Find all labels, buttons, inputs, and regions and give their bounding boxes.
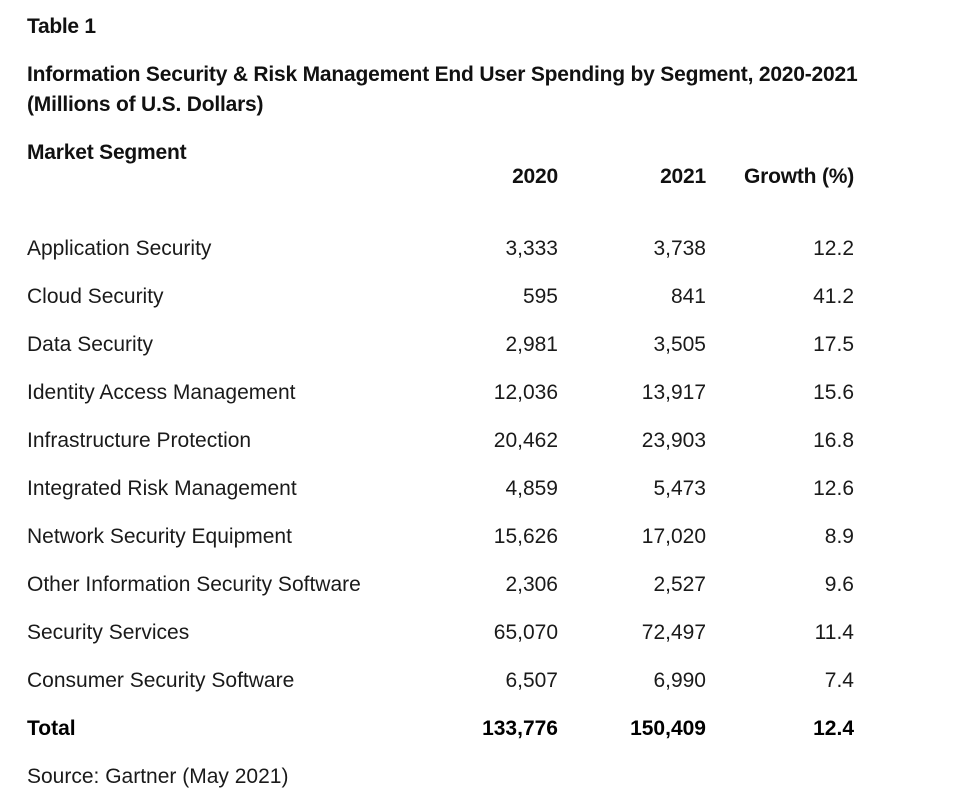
- value-2020: 12,036: [493, 381, 558, 404]
- table-label: Table 1: [27, 15, 96, 38]
- value-2020: 15,626: [493, 525, 558, 548]
- segment-name: Network Security Equipment: [27, 525, 292, 548]
- segment-name: Application Security: [27, 237, 212, 260]
- table-body: Application Security 3,333 3,738 12.2 Cl…: [0, 237, 962, 765]
- total-2020: 133,776: [482, 717, 558, 740]
- value-2020: 3,333: [505, 237, 558, 260]
- value-growth: 8.9: [824, 525, 854, 548]
- value-growth: 12.2: [813, 237, 854, 260]
- table-row: Identity Access Management 12,036 13,917…: [0, 381, 962, 429]
- segment-name: Identity Access Management: [27, 381, 296, 404]
- table-row: Application Security 3,333 3,738 12.2: [0, 237, 962, 285]
- value-growth: 9.6: [824, 573, 854, 596]
- column-header-2020: 2020: [512, 165, 558, 188]
- column-header-growth: Growth (%): [744, 165, 854, 188]
- total-growth: 12.4: [813, 717, 854, 740]
- table-title-line-1: Information Security & Risk Management E…: [27, 63, 858, 86]
- value-2021: 6,990: [653, 669, 706, 692]
- table-row-total: Total 133,776 150,409 12.4: [0, 717, 962, 765]
- column-header-2021: 2021: [660, 165, 706, 188]
- value-2020: 4,859: [505, 477, 558, 500]
- segment-name: Cloud Security: [27, 285, 164, 308]
- value-growth: 12.6: [813, 477, 854, 500]
- value-2020: 20,462: [493, 429, 558, 452]
- value-2020: 65,070: [493, 621, 558, 644]
- table-row: Consumer Security Software 6,507 6,990 7…: [0, 669, 962, 717]
- value-2020: 6,507: [505, 669, 558, 692]
- column-header-market-segment: Market Segment: [27, 141, 187, 164]
- value-growth: 16.8: [813, 429, 854, 452]
- table-row: Data Security 2,981 3,505 17.5: [0, 333, 962, 381]
- value-2021: 72,497: [641, 621, 706, 644]
- segment-name: Infrastructure Protection: [27, 429, 252, 452]
- segment-name: Data Security: [27, 333, 154, 356]
- segment-name: Security Services: [27, 621, 190, 644]
- value-2021: 5,473: [653, 477, 706, 500]
- value-2021: 2,527: [653, 573, 706, 596]
- value-2020: 2,981: [505, 333, 558, 356]
- table-row: Integrated Risk Management 4,859 5,473 1…: [0, 477, 962, 525]
- total-2021: 150,409: [630, 717, 706, 740]
- table-row: Infrastructure Protection 20,462 23,903 …: [0, 429, 962, 477]
- total-label: Total: [27, 717, 76, 740]
- value-growth: 17.5: [813, 333, 854, 356]
- value-2020: 595: [522, 285, 558, 308]
- table-title-line-2: (Millions of U.S. Dollars): [27, 93, 264, 116]
- table-row: Cloud Security 595 841 41.2: [0, 285, 962, 333]
- segment-name: Consumer Security Software: [27, 669, 295, 692]
- value-growth: 41.2: [813, 285, 854, 308]
- value-2021: 17,020: [641, 525, 706, 548]
- value-2021: 23,903: [641, 429, 706, 452]
- segment-name: Other Information Security Software: [27, 573, 361, 596]
- value-2020: 2,306: [505, 573, 558, 596]
- table-row: Other Information Security Software 2,30…: [0, 573, 962, 621]
- segment-name: Integrated Risk Management: [27, 477, 297, 500]
- table-row: Security Services 65,070 72,497 11.4: [0, 621, 962, 669]
- value-growth: 15.6: [813, 381, 854, 404]
- value-2021: 13,917: [641, 381, 706, 404]
- value-2021: 841: [670, 285, 706, 308]
- value-2021: 3,505: [653, 333, 706, 356]
- value-2021: 3,738: [653, 237, 706, 260]
- source-note: Source: Gartner (May 2021): [27, 765, 289, 788]
- table-row: Network Security Equipment 15,626 17,020…: [0, 525, 962, 573]
- value-growth: 7.4: [824, 669, 854, 692]
- value-growth: 11.4: [814, 621, 854, 644]
